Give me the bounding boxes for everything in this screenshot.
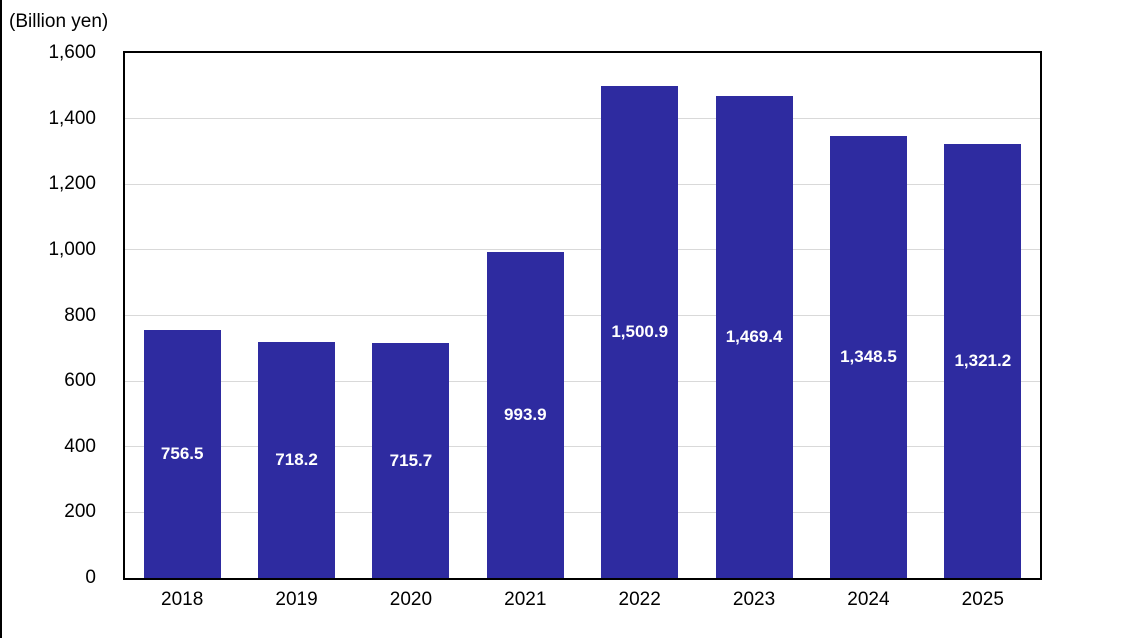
bar: 1,500.9 [601, 85, 679, 578]
gridline [125, 380, 1040, 382]
y-axis-tick-label: 1,600 [48, 42, 96, 63]
bar-value-label: 718.2 [275, 450, 318, 470]
gridline [125, 315, 1040, 316]
bar: 993.9 [486, 251, 564, 578]
bar-value-label: 1,469.4 [725, 326, 783, 346]
x-axis-tick-label: 2025 [961, 589, 1004, 610]
bar: 715.7 [372, 343, 450, 578]
bar: 718.2 [258, 342, 336, 578]
bar-value-label: 1,348.5 [840, 346, 897, 366]
x-axis-tick-label: 2022 [618, 589, 661, 610]
plot-area: 756.5 718.2 715.7 993.9 1,500.9 1,469.4 1,348.… [123, 51, 1042, 580]
gridline [125, 249, 1040, 251]
bar-value-label: 993.9 [504, 404, 547, 424]
x-axis-tick-label: 2024 [847, 589, 890, 610]
gridline [125, 183, 1040, 185]
gridline [125, 511, 1040, 513]
bar: 1,321.2 [944, 144, 1022, 578]
y-axis-tick-label: 400 [64, 435, 96, 457]
x-axis-tick-label: 2018 [161, 589, 204, 610]
y-axis-tick-label: 0 [85, 567, 96, 588]
y-axis-tick-label: 1,000 [48, 238, 96, 260]
gridline [125, 118, 1040, 120]
y-axis-tick-label: 1,400 [48, 107, 96, 129]
gridline [125, 446, 1040, 448]
x-axis-tick-label: 2023 [732, 589, 776, 610]
x-axis-tick-label: 2020 [389, 589, 433, 610]
y-axis-unit-label: (Billion yen) [9, 11, 109, 32]
bar: 1,348.5 [829, 135, 907, 578]
bar-value-label: 715.7 [389, 450, 433, 470]
x-axis-tick-label: 2021 [504, 589, 547, 610]
bar-value-label: 1,321.2 [954, 351, 1012, 371]
bar-value-label: 756.5 [160, 443, 204, 463]
y-axis-tick-label: 1,200 [48, 173, 96, 195]
y-axis-tick-label: 200 [64, 501, 96, 523]
figure-border-line [0, 0, 2, 638]
y-axis-tick-label: 800 [64, 304, 96, 326]
bar-value-label: 1,500.9 [611, 321, 669, 341]
x-axis-tick-label: 2019 [275, 589, 318, 610]
bar: 756.5 [143, 329, 221, 578]
y-axis-tick-label: 600 [64, 370, 96, 392]
bar: 1,469.4 [715, 95, 793, 578]
